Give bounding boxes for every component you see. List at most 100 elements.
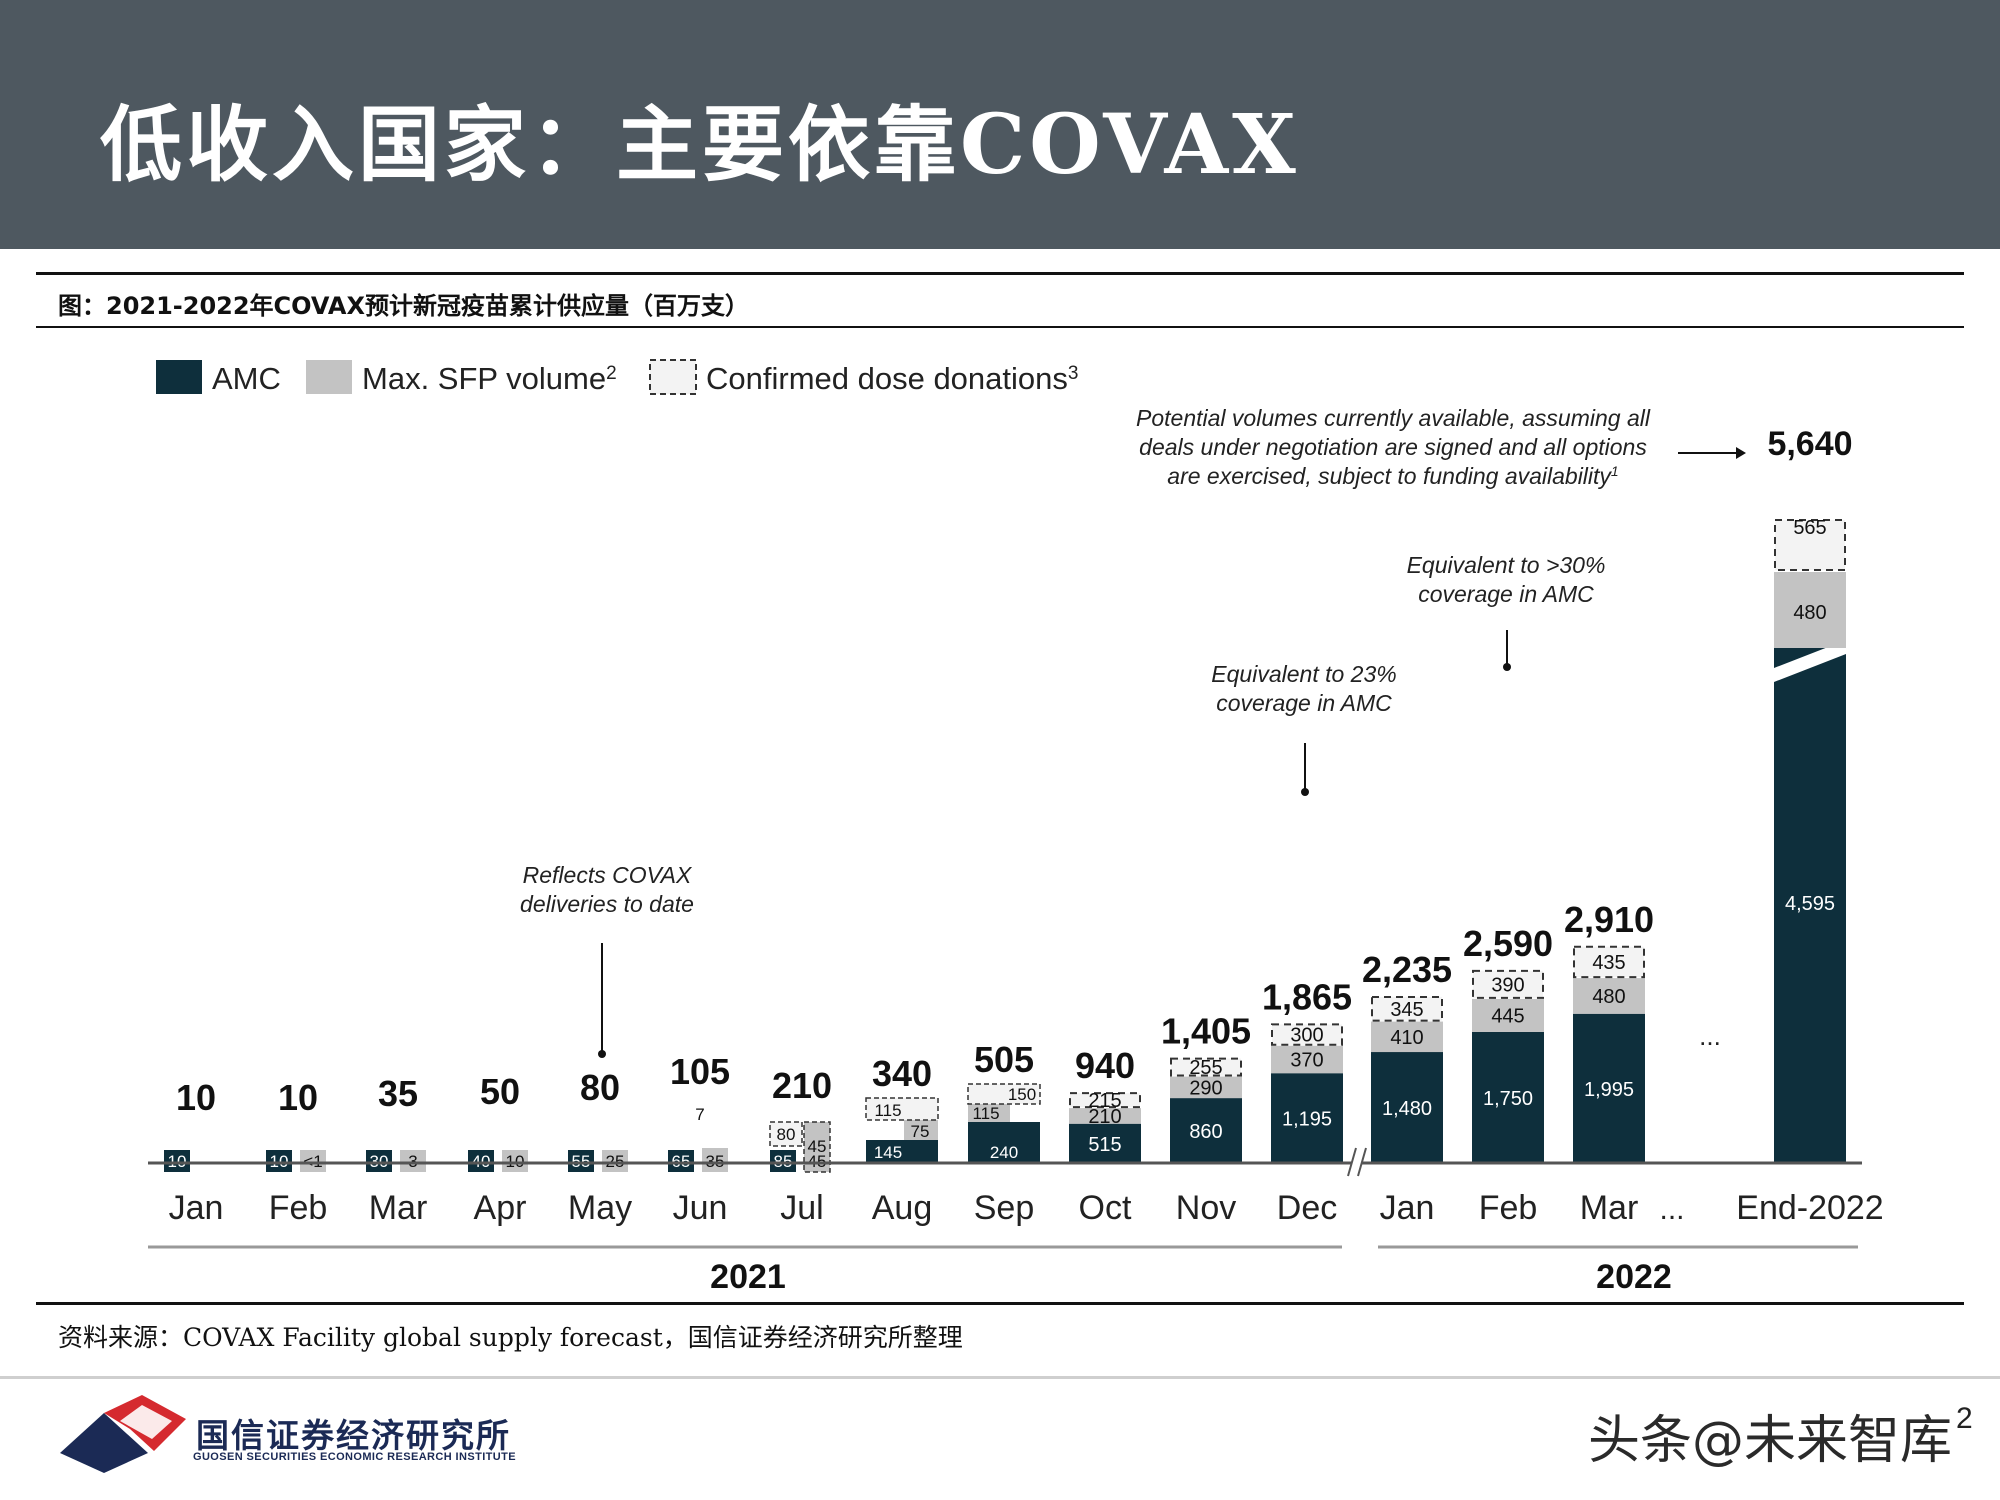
annotation-pointer-dot <box>1503 663 1511 671</box>
bar-label-amc: 1,480 <box>1382 1098 1432 1120</box>
bar-label-donation: 390 <box>1491 974 1524 996</box>
bar-total: 10 <box>278 1077 318 1118</box>
x-tick-label: Aug <box>872 1189 933 1227</box>
bar-label-amc: 1,995 <box>1584 1079 1634 1101</box>
chart-bars <box>164 519 1846 1173</box>
bar-label-donation: 435 <box>1592 952 1625 974</box>
page-title: 低收入国家：主要依靠COVAX <box>100 97 1300 193</box>
bar-label-donation: 115 <box>874 1101 901 1120</box>
bar-donation <box>1573 945 1645 979</box>
bar-label-sfp: 410 <box>1390 1027 1423 1049</box>
bar-total: 10 <box>176 1077 216 1118</box>
bar-label-amc: 4,595 <box>1785 893 1835 915</box>
bar-sfp <box>1069 1108 1141 1124</box>
bar-amc <box>1069 1123 1141 1162</box>
bar-label-amc: 515 <box>1088 1134 1121 1156</box>
bar-label-donation: 7 <box>695 1105 704 1124</box>
bar-sfp <box>1472 998 1544 1032</box>
annotation-feb-coverage-line: coverage in AMC <box>1418 581 1594 607</box>
bar-label-sfp: 115 <box>972 1104 999 1123</box>
x-tick-label: May <box>568 1189 632 1227</box>
bar-total: 1,865 <box>1262 976 1352 1017</box>
bar-sfp-bg <box>702 1148 728 1172</box>
annotation-pointer-dot <box>598 1050 606 1058</box>
bar-sfp <box>300 1150 326 1172</box>
org-name-cn: 国信证券经济研究所 <box>196 1416 511 1455</box>
bar-label-amc: 1,195 <box>1282 1109 1332 1131</box>
annotation-dec-coverage-line: coverage in AMC <box>1216 690 1392 716</box>
guosen-logo-icon <box>60 1395 186 1473</box>
x-tick-label: Jul <box>780 1189 823 1227</box>
x-tick-label: Nov <box>1176 1189 1236 1227</box>
axis-break-mark <box>1357 1147 1367 1177</box>
bar-donation <box>865 1097 939 1121</box>
bar-total: 340 <box>872 1053 932 1094</box>
x-tick-label: Feb <box>1479 1189 1538 1227</box>
bar-total: 1,405 <box>1161 1011 1251 1052</box>
bar-label-sfp: 210 <box>1088 1106 1121 1128</box>
bar-sfp <box>968 1104 1010 1122</box>
annotation-potential-volumes-sup: 1 <box>1611 463 1619 479</box>
annotation-covax-deliveries-line: Reflects COVAX <box>523 862 693 888</box>
bar-donation <box>769 1121 803 1147</box>
bar-total: 80 <box>580 1067 620 1108</box>
bar-label-donation: 215 <box>1088 1090 1121 1112</box>
bar-sfp <box>502 1150 528 1172</box>
x-tick-label: Mar <box>369 1189 428 1227</box>
bar-label-donation: 150 <box>1008 1085 1036 1104</box>
chart-legend: AMC Max. SFP volume2 Confirmed dose donati… <box>156 359 1078 396</box>
bar-total: 2,590 <box>1463 923 1553 964</box>
bar-amc <box>366 1150 392 1172</box>
chart-labels: 101010<110303354010505525806535710585458… <box>168 425 1853 1171</box>
legend-label-2: Confirmed dose donations3 <box>706 361 1078 396</box>
bar-donation <box>1472 969 1544 999</box>
bar-label-amc: 860 <box>1189 1121 1222 1143</box>
bar-total: 35 <box>378 1073 418 1114</box>
x-tick-label: Apr <box>474 1189 527 1227</box>
bar-total: 210 <box>772 1065 832 1106</box>
annotation-dec-coverage-line: Equivalent to 23% <box>1211 661 1396 687</box>
figure-caption: 图：2021-2022年COVAX预计新冠疫苗累计供应量（百万支） <box>58 292 749 320</box>
x-ellipsis: ... <box>1659 1193 1684 1226</box>
source-note: 资料来源：COVAX Facility global supply foreca… <box>58 1323 963 1352</box>
annotation-feb-coverage-line: Equivalent to >30% <box>1407 552 1606 578</box>
bar-amc <box>468 1150 494 1172</box>
annotation-potential-volumes-line: are exercised, subject to funding availa… <box>1167 463 1618 489</box>
covax-supply-chart: AMC Max. SFP volume2 Confirmed dose donati… <box>148 359 1884 1296</box>
bar-label-sfp: 480 <box>1793 602 1826 624</box>
bar-amc <box>1573 1013 1645 1162</box>
bar-amc <box>164 1150 190 1172</box>
x-tick-label: Feb <box>269 1189 328 1227</box>
bar-label-amc: 240 <box>990 1143 1018 1162</box>
bar-amc <box>668 1150 694 1172</box>
caption-bottom-rule <box>36 326 1964 328</box>
x-tick-label: Jan <box>1380 1189 1435 1227</box>
title-banner: 低收入国家：主要依靠COVAX <box>0 0 2000 249</box>
legend-swatch-donations <box>649 359 697 395</box>
bar-label-sfp-7: 45 <box>808 1137 827 1156</box>
bar-sfp <box>602 1150 628 1172</box>
bar-amc <box>266 1150 292 1172</box>
bar-total: 2,910 <box>1564 899 1654 940</box>
plot-ellipsis: ... <box>1699 1021 1721 1051</box>
source-top-rule <box>36 1302 1964 1305</box>
annotation-potential-volumes-line: deals under negotiation are signed and a… <box>1139 434 1647 460</box>
legend-label-0: AMC <box>212 361 281 396</box>
bar-label-donation: 345 <box>1390 999 1423 1021</box>
bar-sfp <box>1573 978 1645 1014</box>
x-tick-label: End-2022 <box>1736 1189 1883 1227</box>
x-tick-label: Jan <box>169 1189 224 1227</box>
bar-label-donation: 255 <box>1189 1057 1222 1079</box>
group-label-2022: 2022 <box>1596 1258 1672 1296</box>
bar-amc <box>1774 648 1846 1162</box>
x-tick-label: Jun <box>673 1189 728 1227</box>
annotation-pointer-dot <box>1301 788 1309 796</box>
bar-amc <box>1271 1073 1343 1162</box>
bar-amc <box>1472 1031 1544 1162</box>
group-label-2021: 2021 <box>710 1258 786 1296</box>
legend-sup-1: 2 <box>606 363 617 384</box>
bar-total: 50 <box>480 1071 520 1112</box>
bar-donation <box>1170 1057 1242 1077</box>
org-name-en: GUOSEN SECURITIES ECONOMIC RESEARCH INST… <box>193 1451 516 1463</box>
bar-label-sfp: 445 <box>1491 1005 1524 1027</box>
